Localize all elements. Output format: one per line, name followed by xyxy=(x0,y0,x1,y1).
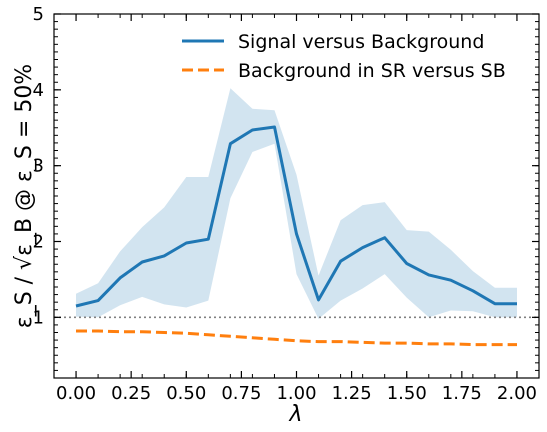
series-line-signal xyxy=(75,125,517,308)
x-tick-labels: 0.00 0.25 0.50 0.75 1.00 1.25 1.50 1.75 2.00 xyxy=(56,383,537,404)
legend: Signal versus Background Background in S… xyxy=(182,31,506,82)
x-tick-label: 1.00 xyxy=(276,383,316,404)
x-tick-label: 0.00 xyxy=(56,383,96,404)
y-tick-label: 4 xyxy=(33,80,44,101)
y-tick-label: 2 xyxy=(33,232,44,253)
legend-label-signal: Signal versus Background xyxy=(238,31,484,53)
y-axis-label: ε_S / √ε_B @ ε_S = 50% xyxy=(12,64,37,328)
tick-layer xyxy=(53,13,540,378)
series-layer xyxy=(75,125,517,347)
y-tick-label: 3 xyxy=(33,156,44,177)
x-tick-label: 1.50 xyxy=(387,383,427,404)
x-tick-label: 0.25 xyxy=(111,383,151,404)
y-tick-labels: 1 2 3 4 5 xyxy=(33,4,44,328)
x-tick-label: 0.75 xyxy=(221,383,261,404)
y-tick-label: 1 xyxy=(33,307,44,328)
x-axis-label: λ xyxy=(288,402,302,427)
x-tick-label: 0.50 xyxy=(166,383,206,404)
y-axis-label-text: ε_S / √ε_B @ ε_S = 50% xyxy=(12,64,37,328)
y-tick-label: 5 xyxy=(33,4,44,25)
x-tick-label: 2.00 xyxy=(497,383,537,404)
legend-label-background: Background in SR versus SB xyxy=(238,60,506,82)
x-tick-label: 1.75 xyxy=(442,383,482,404)
x-tick-label: 1.25 xyxy=(332,383,372,404)
series-line-background xyxy=(76,329,517,347)
